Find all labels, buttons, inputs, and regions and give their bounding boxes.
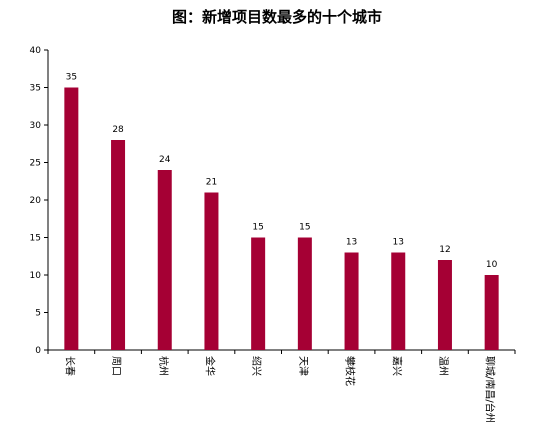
category-label: 天津 bbox=[297, 356, 309, 376]
bar bbox=[344, 252, 359, 350]
category-label: 嘉兴 bbox=[390, 356, 403, 376]
data-label: 13 bbox=[393, 238, 404, 248]
category-label: 温州 bbox=[437, 356, 449, 376]
category-label: 长春 bbox=[63, 356, 75, 376]
category-label: 绍兴 bbox=[250, 356, 263, 376]
x-axis bbox=[47, 349, 516, 354]
bar bbox=[251, 237, 266, 350]
y-tick-label: 5 bbox=[35, 309, 41, 319]
bar bbox=[391, 252, 406, 350]
data-label: 15 bbox=[252, 223, 263, 233]
category-label: 杭州 bbox=[157, 356, 170, 376]
data-label: 15 bbox=[299, 223, 310, 233]
y-tick-label: 0 bbox=[35, 346, 41, 356]
bar bbox=[157, 170, 172, 350]
chart-title: 图：新增项目数最多的十个城市 bbox=[171, 8, 382, 26]
y-tick-label: 30 bbox=[30, 121, 42, 131]
data-label: 13 bbox=[346, 238, 357, 248]
y-axis: 0 5 10 15 20 25 30 35 40 bbox=[30, 46, 49, 356]
y-tick-label: 10 bbox=[30, 271, 42, 281]
data-label: 10 bbox=[486, 260, 498, 270]
category-label: 金华 bbox=[203, 356, 216, 376]
y-tick-label: 40 bbox=[30, 46, 42, 56]
bar bbox=[297, 237, 312, 350]
category-label: 周口 bbox=[110, 356, 122, 376]
y-tick-label: 35 bbox=[30, 84, 41, 94]
data-label: 21 bbox=[206, 178, 217, 188]
y-tick-label: 25 bbox=[30, 159, 41, 169]
category-label: 攀枝花 bbox=[344, 356, 357, 386]
data-label: 35 bbox=[66, 73, 77, 83]
bar bbox=[64, 87, 79, 350]
data-label: 28 bbox=[112, 125, 124, 135]
category-label: 聊城/南昌/台州 bbox=[484, 356, 497, 423]
data-label: 12 bbox=[439, 245, 450, 255]
data-label: 24 bbox=[159, 155, 171, 165]
bar bbox=[437, 260, 452, 350]
bars bbox=[64, 87, 499, 350]
y-tick-label: 20 bbox=[30, 196, 42, 206]
bar bbox=[204, 192, 219, 350]
data-labels: 35 28 24 21 15 15 13 13 12 10 bbox=[66, 73, 498, 271]
category-labels: 长春 周口 杭州 金华 绍兴 天津 攀枝花 嘉兴 温州 聊城/南昌/台州 bbox=[63, 356, 496, 423]
bar bbox=[111, 140, 126, 350]
y-tick-label: 15 bbox=[30, 234, 41, 244]
bar bbox=[484, 275, 499, 350]
